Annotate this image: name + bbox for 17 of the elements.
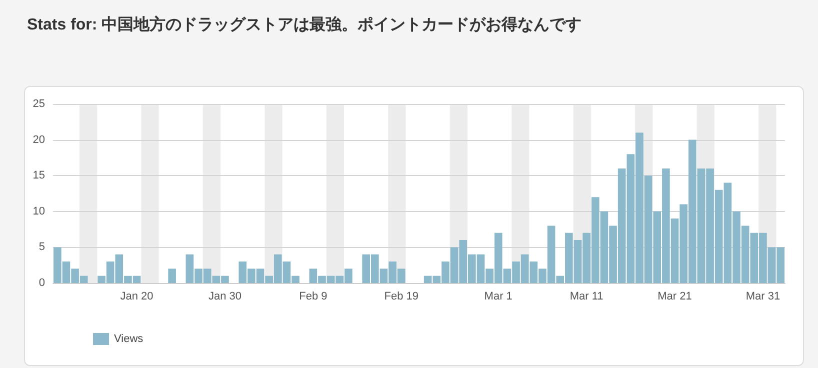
y-tick-label: 20 [32, 134, 45, 146]
x-tick-label: Mar 1 [484, 290, 512, 302]
y-tick-label: 10 [32, 205, 45, 218]
y-tick-label: 25 [32, 98, 45, 110]
y-tick-label: 0 [38, 277, 45, 289]
x-tick-label: Mar 21 [658, 290, 692, 302]
x-tick-label: Mar 11 [570, 290, 604, 302]
x-tick-label: Mar 31 [746, 290, 780, 302]
y-tick-label: 15 [32, 170, 45, 182]
bar [168, 268, 176, 283]
x-tick-label: Feb 9 [299, 290, 328, 302]
y-tick-label: 5 [38, 241, 45, 254]
legend-label: Views [114, 333, 144, 345]
x-tick-label: Feb 19 [384, 290, 418, 302]
x-tick-label: Jan 20 [120, 290, 154, 302]
chart-title: Stats for: 中国地方のドラッグストアは最強。ポイントカードがお得なんです [27, 14, 582, 34]
x-tick-label: Jan 30 [208, 290, 242, 302]
